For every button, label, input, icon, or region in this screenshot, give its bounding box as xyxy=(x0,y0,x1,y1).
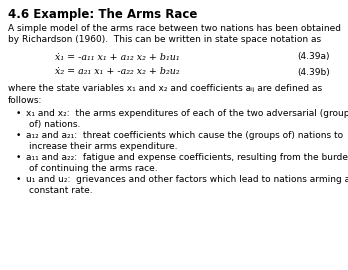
Text: (4.39a): (4.39a) xyxy=(298,52,330,62)
Text: •: • xyxy=(16,130,21,140)
Text: a₁₁ and a₂₂:  fatigue and expense coefficients, resulting from the burden: a₁₁ and a₂₂: fatigue and expense coeffic… xyxy=(26,153,348,161)
Text: where the state variables x₁ and x₂ and coefficients aᵢⱼ are defined as: where the state variables x₁ and x₂ and … xyxy=(8,85,322,93)
Text: x₁ and x₂:  the arms expenditures of each of the two adversarial (groups: x₁ and x₂: the arms expenditures of each… xyxy=(26,109,348,117)
Text: constant rate.: constant rate. xyxy=(29,186,93,195)
Text: ẋ₂ = a₂₁ x₁ + -a₂₂ x₂ + b₂u₂: ẋ₂ = a₂₁ x₁ + -a₂₂ x₂ + b₂u₂ xyxy=(55,68,180,76)
Text: A simple model of the arms race between two nations has been obtained: A simple model of the arms race between … xyxy=(8,24,341,33)
Text: ẋ₁ = -a₁₁ x₁ + a₁₂ x₂ + b₁u₁: ẋ₁ = -a₁₁ x₁ + a₁₂ x₂ + b₁u₁ xyxy=(55,52,180,62)
Text: 4.6 Example: The Arms Race: 4.6 Example: The Arms Race xyxy=(8,8,197,21)
Text: by Richardson (1960).  This can be written in state space notation as: by Richardson (1960). This can be writte… xyxy=(8,35,321,45)
Text: follows:: follows: xyxy=(8,96,42,105)
Text: of continuing the arms race.: of continuing the arms race. xyxy=(29,164,158,173)
Text: a₁₂ and a₂₁:  threat coefficients which cause the (groups of) nations to: a₁₂ and a₂₁: threat coefficients which c… xyxy=(26,130,343,140)
Text: •: • xyxy=(16,109,21,117)
Text: •: • xyxy=(16,174,21,184)
Text: u₁ and u₂:  grievances and other factors which lead to nations arming at a: u₁ and u₂: grievances and other factors … xyxy=(26,174,348,184)
Text: •: • xyxy=(16,153,21,161)
Text: (4.39b): (4.39b) xyxy=(297,68,330,76)
Text: increase their arms expenditure.: increase their arms expenditure. xyxy=(29,142,177,151)
Text: of) nations.: of) nations. xyxy=(29,120,80,129)
